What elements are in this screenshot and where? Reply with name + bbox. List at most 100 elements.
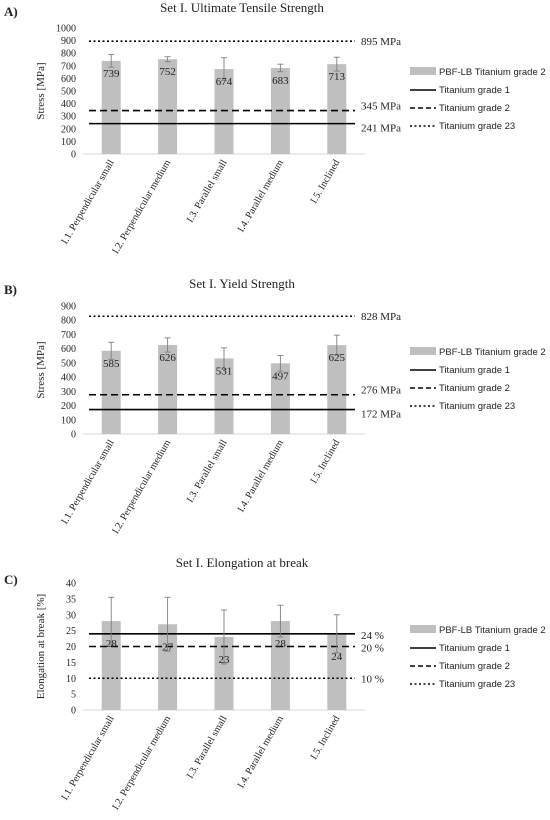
legend-label: Titanium grade 1 xyxy=(439,365,510,376)
chart-title: Set I. Elongation at break xyxy=(176,555,309,570)
panel-letter: C) xyxy=(4,572,18,587)
category-label: I.5. Inclined xyxy=(309,158,343,206)
legend-label: Titanium grade 2 xyxy=(439,103,510,114)
y-tick-label: 200 xyxy=(61,401,76,412)
y-tick-label: 900 xyxy=(61,36,76,47)
legend-label: PBF-LB Titanium grade 2 xyxy=(439,67,546,78)
legend: PBF-LB Titanium grade 2 Titanium grade 1 T… xyxy=(410,67,546,132)
y-tick-label: 500 xyxy=(61,358,76,369)
y-tick-label: 15 xyxy=(66,658,76,669)
legend: PBF-LB Titanium grade 2 Titanium grade 1 T… xyxy=(410,625,546,690)
y-tick-label: 0 xyxy=(71,150,76,161)
y-tick-label: 100 xyxy=(61,415,76,426)
y-tick-label: 700 xyxy=(61,61,76,72)
y-tick-label: 5 xyxy=(71,690,76,701)
legend-swatch xyxy=(410,347,436,355)
bar xyxy=(214,358,234,434)
legend-swatch xyxy=(410,625,436,633)
chart-3: C) Set I. Elongation at break Elongation a… xyxy=(4,555,546,812)
reference-line-label: 20 % xyxy=(361,643,384,655)
category-label: I.1. Perpendicular small xyxy=(60,158,117,246)
y-tick-label: 35 xyxy=(66,594,76,605)
data-label: 626 xyxy=(159,352,176,364)
y-axis-label: Elongation at break [%] xyxy=(35,594,47,699)
legend: PBF-LB Titanium grade 2 Titanium grade 1 T… xyxy=(410,347,546,412)
data-label: 625 xyxy=(329,352,346,364)
data-label: 739 xyxy=(103,68,120,80)
category-label: I.3. Parallel small xyxy=(185,714,230,781)
reference-line-label: 895 MPa xyxy=(361,36,401,48)
legend-label: Titanium grade 23 xyxy=(439,401,515,412)
data-label: 27 xyxy=(162,641,174,653)
data-label: 28 xyxy=(275,638,287,650)
bar xyxy=(158,59,178,154)
bar xyxy=(327,345,347,434)
legend-label: Titanium grade 23 xyxy=(439,121,515,132)
category-label: I.2. Perpendicular medium xyxy=(110,714,173,812)
chart-2: B) Set I. Yield Strength Stress [MPa] 0 100 2… xyxy=(4,276,546,536)
category-label: I.3. Parallel small xyxy=(185,438,230,505)
y-tick-label: 600 xyxy=(61,344,76,355)
data-label: 683 xyxy=(272,75,289,87)
reference-line-label: 828 MPa xyxy=(361,311,401,323)
bar xyxy=(214,69,234,154)
bar xyxy=(327,64,347,154)
reference-line-label: 24 % xyxy=(361,630,384,642)
panel-letter: B) xyxy=(4,282,17,297)
y-tick-label: 400 xyxy=(61,99,76,110)
legend-label: Titanium grade 2 xyxy=(439,383,510,394)
y-tick-label: 40 xyxy=(66,579,76,590)
legend-label: Titanium grade 23 xyxy=(439,679,515,690)
y-tick-label: 300 xyxy=(61,112,76,123)
legend-label: Titanium grade 1 xyxy=(439,85,510,96)
y-tick-label: 0 xyxy=(71,430,76,441)
category-label: I.3. Parallel small xyxy=(185,158,230,225)
category-label: I.1. Perpendicular small xyxy=(60,714,117,802)
data-label: 713 xyxy=(329,71,346,83)
y-tick-label: 900 xyxy=(61,302,76,313)
y-axis-label: Stress [MPa] xyxy=(35,341,47,398)
category-label: I.5. Inclined xyxy=(309,438,343,486)
bar xyxy=(101,350,121,434)
category-label: I.4. Parallel medium xyxy=(236,158,286,234)
category-label: I.5. Inclined xyxy=(309,714,343,762)
data-label: 674 xyxy=(216,76,233,88)
category-label: I.4. Parallel medium xyxy=(236,714,286,790)
y-tick-label: 500 xyxy=(61,87,76,98)
y-axis-label: Stress [MPa] xyxy=(35,62,47,119)
y-tick-label: 800 xyxy=(61,316,76,327)
legend-swatch xyxy=(410,67,436,75)
category-label: I.2. Perpendicular medium xyxy=(110,158,173,256)
reference-line-label: 10 % xyxy=(361,673,384,685)
chart-1: A) Set I. Ultimate Tensile Strength Stress… xyxy=(4,0,546,256)
bar xyxy=(214,636,234,710)
category-label: I.2. Perpendicular medium xyxy=(110,438,173,536)
legend-label: PBF-LB Titanium grade 2 xyxy=(439,625,546,636)
legend-label: Titanium grade 1 xyxy=(439,643,510,654)
panel-letter: A) xyxy=(4,4,18,19)
y-tick-label: 25 xyxy=(66,626,76,637)
category-label: I.1. Perpendicular small xyxy=(60,438,117,526)
reference-line-label: 172 MPa xyxy=(361,409,401,421)
data-label: 752 xyxy=(159,66,176,78)
y-tick-label: 400 xyxy=(61,373,76,384)
y-tick-label: 700 xyxy=(61,330,76,341)
y-tick-label: 0 xyxy=(71,706,76,717)
bar xyxy=(101,621,121,710)
y-tick-label: 1000 xyxy=(56,24,76,35)
reference-line-label: 241 MPa xyxy=(361,123,401,135)
y-tick-label: 100 xyxy=(61,137,76,148)
y-tick-label: 10 xyxy=(66,674,76,685)
y-tick-label: 800 xyxy=(61,49,76,60)
category-label: I.4. Parallel medium xyxy=(236,438,286,514)
chart-title: Set I. Ultimate Tensile Strength xyxy=(160,0,324,15)
bar xyxy=(270,363,290,434)
data-label: 28 xyxy=(106,638,118,650)
data-label: 24 xyxy=(331,651,343,663)
data-label: 585 xyxy=(103,358,120,370)
y-tick-label: 600 xyxy=(61,74,76,85)
y-tick-label: 200 xyxy=(61,124,76,135)
bar xyxy=(101,60,121,154)
bar xyxy=(158,344,178,434)
